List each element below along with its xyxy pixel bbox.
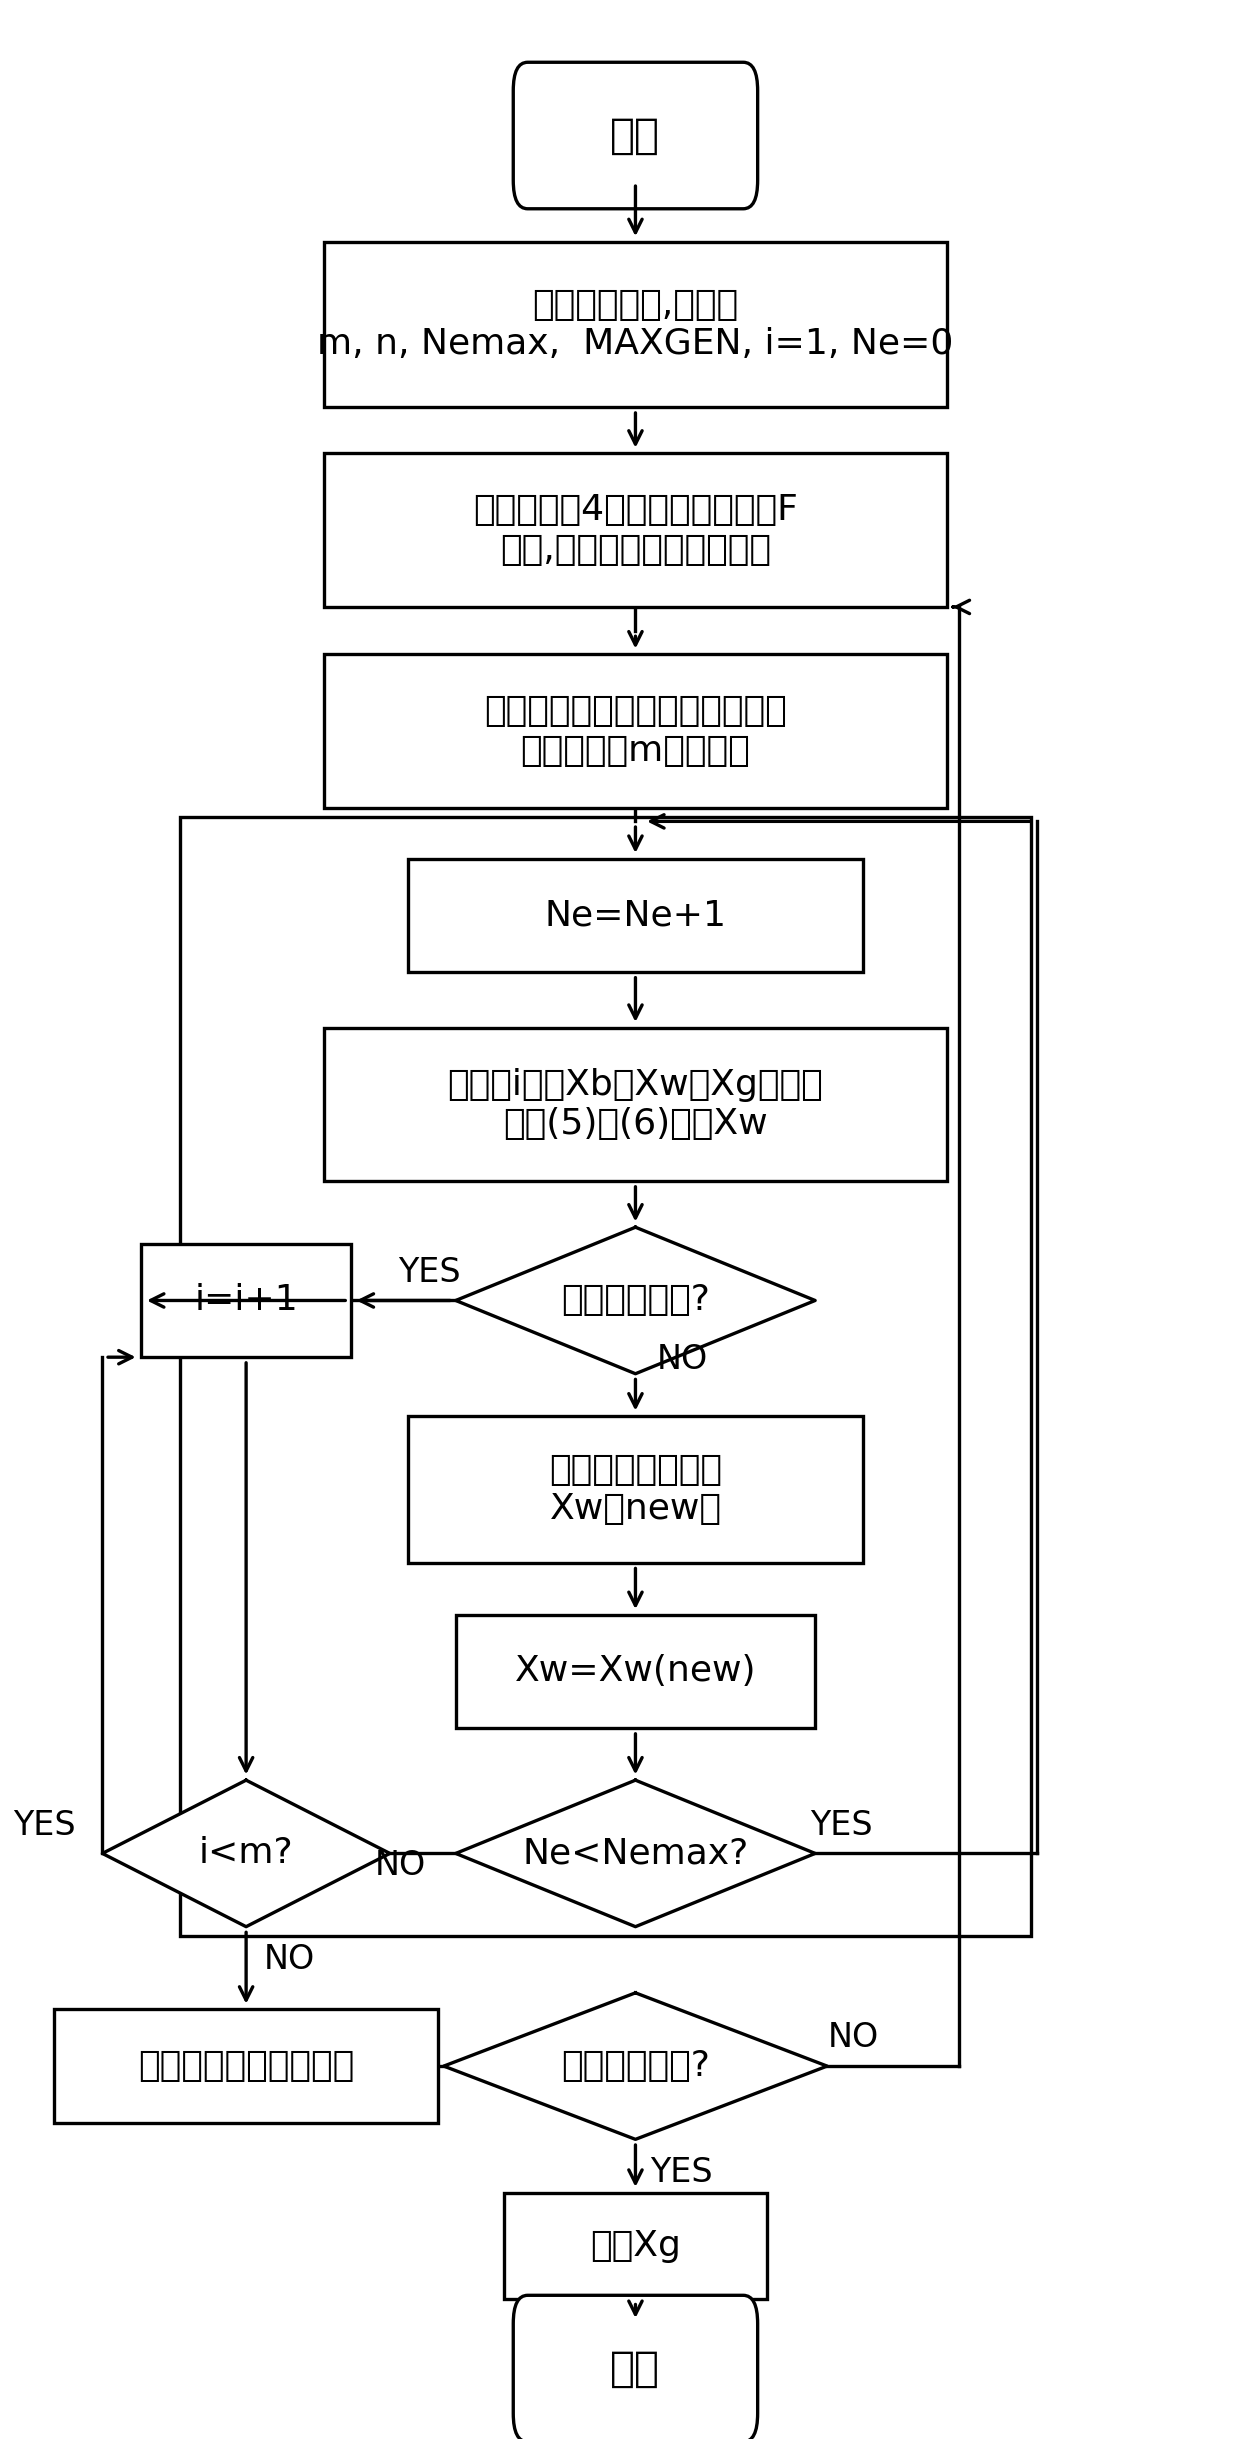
Text: 根据适应度大小对青蛙按升序排
列，并划分m个模因组: 根据适应度大小对青蛙按升序排 列，并划分m个模因组 [484,694,787,768]
Text: YES: YES [398,1257,461,1289]
Text: YES: YES [810,1809,873,1841]
Text: 进行选择操作生成
Xw（new）: 进行选择操作生成 Xw（new） [549,1452,722,1526]
Polygon shape [456,1227,815,1374]
Text: 结束: 结束 [610,2347,661,2389]
Polygon shape [456,1780,815,1927]
Bar [324,1027,947,1181]
Text: Xw=Xw(new): Xw=Xw(new) [515,1655,756,1689]
Bar [141,1245,351,1357]
Text: 算法参数设置,设置好
m, n, Nemax,  MAXGEN, i=1, Ne=0: 算法参数设置,设置好 m, n, Nemax, MAXGEN, i=1, Ne=… [317,289,954,362]
Bar [324,242,947,408]
Text: NO: NO [828,2022,879,2054]
Bar [55,2010,438,2122]
Text: Ne<Nemax?: Ne<Nemax? [522,1836,749,1870]
Text: NO: NO [374,1848,425,1883]
Bar [180,817,1030,1936]
Polygon shape [444,1993,827,2139]
Text: 输出Xg: 输出Xg [590,2230,681,2262]
Text: 新解好于旧解?: 新解好于旧解? [560,1284,709,1318]
Text: NO: NO [657,1342,708,1377]
Text: 搜索第i组的Xb、Xw、Xg。并采
用式(5)、(6)更新Xw: 搜索第i组的Xb、Xw、Xg。并采 用式(5)、(6)更新Xw [448,1068,823,1142]
Text: 开始: 开始 [610,115,661,156]
Text: i<m?: i<m? [198,1836,294,1870]
Bar [456,1614,815,1729]
Bar [324,452,947,606]
Polygon shape [103,1780,389,1927]
Text: NO: NO [264,1944,315,1976]
Bar [324,655,947,807]
Text: 利用公式（4）混沌初始化产生F
只蛙,并计算每只蛙的适应度: 利用公式（4）混沌初始化产生F 只蛙,并计算每只蛙的适应度 [472,494,797,567]
Text: Ne=Ne+1: Ne=Ne+1 [544,897,727,932]
Text: i=i+1: i=i+1 [195,1284,298,1318]
FancyBboxPatch shape [513,61,758,208]
Bar [503,2193,768,2298]
FancyBboxPatch shape [513,2296,758,2443]
Text: 满足停止条件?: 满足停止条件? [560,2049,709,2083]
Text: 对所有蛙重新混合排序: 对所有蛙重新混合排序 [138,2049,355,2083]
Bar [408,858,863,973]
Bar [408,1416,863,1562]
Text: YES: YES [650,2156,713,2188]
Text: YES: YES [14,1809,76,1841]
